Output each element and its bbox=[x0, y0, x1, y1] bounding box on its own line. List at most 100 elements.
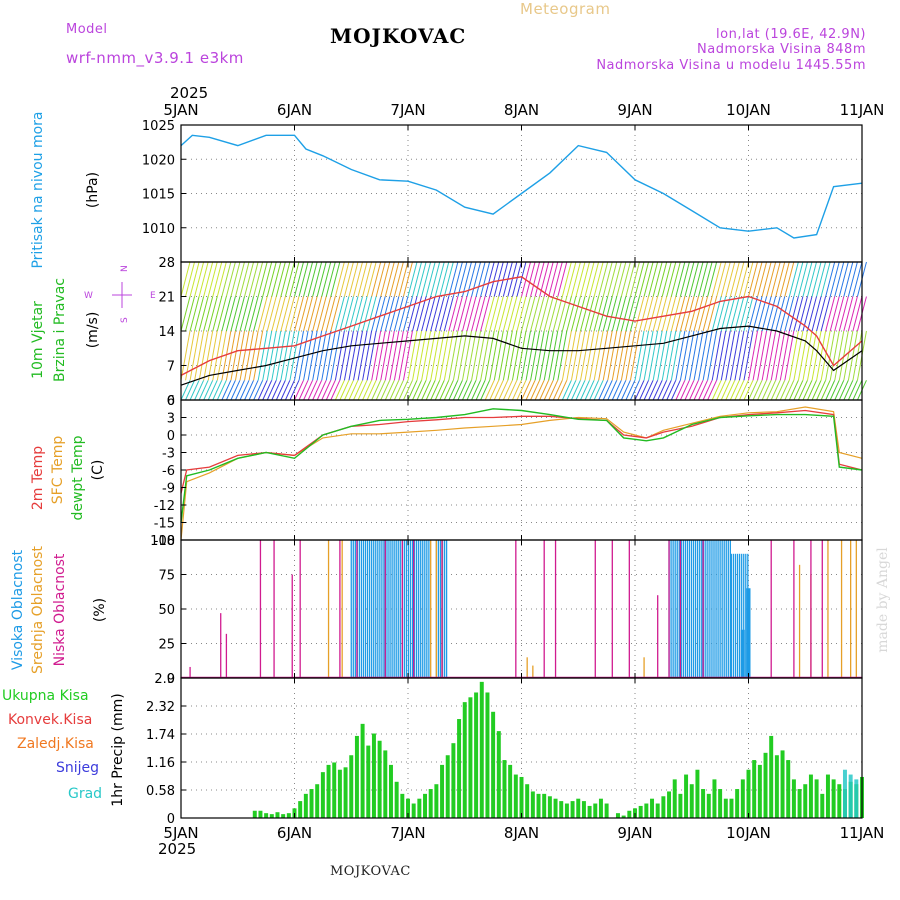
wind-barb bbox=[366, 261, 377, 297]
wind-barb bbox=[294, 261, 304, 297]
wind-barb bbox=[303, 330, 314, 381]
precip-total-bar bbox=[672, 779, 677, 818]
wind-barb bbox=[679, 296, 690, 332]
precip-graupel-label: Grad bbox=[68, 786, 102, 802]
precip-total-bar bbox=[513, 774, 518, 818]
wind-barb bbox=[466, 296, 477, 332]
precip-total-bar bbox=[774, 755, 779, 818]
wind-barb bbox=[720, 380, 731, 401]
precip-total-bar bbox=[536, 793, 541, 818]
wind-barb bbox=[779, 296, 790, 332]
wind-barb bbox=[266, 296, 277, 332]
wind-barb bbox=[661, 261, 672, 297]
wind-barb bbox=[788, 380, 799, 401]
wind-barb bbox=[648, 261, 659, 297]
footer-station: MOJKOVAC bbox=[330, 864, 411, 879]
wind-barb bbox=[543, 261, 554, 297]
wind-barb bbox=[280, 261, 291, 297]
wind-barb bbox=[248, 296, 259, 332]
temperature-plot bbox=[180, 406, 863, 541]
wind-barb bbox=[629, 261, 640, 297]
wind-barb bbox=[802, 330, 813, 381]
wind-barb bbox=[593, 261, 604, 297]
wind-barb bbox=[498, 330, 509, 381]
wind-barb bbox=[539, 330, 550, 381]
wind-barb bbox=[534, 296, 545, 332]
wind-barb bbox=[448, 261, 459, 297]
date-label-top: 9JAN bbox=[617, 101, 652, 119]
wind-barb bbox=[743, 296, 754, 332]
date-label-top: 11JAN bbox=[840, 101, 885, 119]
wind-barb bbox=[775, 330, 786, 381]
wind-barb bbox=[729, 296, 740, 332]
wind-barb bbox=[298, 296, 309, 332]
wind-barb bbox=[207, 330, 218, 381]
wind-barb bbox=[271, 261, 282, 297]
wind-barb bbox=[466, 330, 477, 381]
wind-barb bbox=[770, 296, 781, 332]
wind-barb bbox=[580, 380, 590, 401]
wind-barb bbox=[389, 330, 400, 381]
wind-barb bbox=[838, 380, 849, 401]
wind-barb bbox=[552, 261, 563, 297]
wind-barb bbox=[448, 296, 459, 332]
precip-total-bar bbox=[275, 812, 280, 818]
precip-total-bar bbox=[519, 776, 524, 818]
wind-barb bbox=[825, 380, 836, 401]
wind-barb bbox=[253, 261, 264, 297]
wind-barb bbox=[289, 296, 300, 332]
wind-barb bbox=[434, 261, 445, 297]
wind-barb bbox=[598, 296, 609, 332]
temperature-labels: 2m Temp SFC Temp dewpt Temp (C) bbox=[30, 435, 106, 520]
y-tick-label: 100 bbox=[150, 534, 175, 549]
wind-barb bbox=[207, 296, 218, 332]
precip-total-bar bbox=[831, 779, 836, 818]
wind-barb bbox=[757, 261, 768, 297]
wind-barb bbox=[198, 261, 209, 297]
wind-barb bbox=[734, 330, 745, 381]
wind-barb bbox=[321, 380, 332, 401]
wind-barb bbox=[575, 261, 586, 297]
wind-barb bbox=[257, 330, 268, 381]
wind-barb bbox=[589, 330, 600, 381]
wind-barb bbox=[257, 261, 268, 297]
wind-barb bbox=[552, 380, 563, 401]
date-label-bottom: 6JAN bbox=[277, 824, 312, 842]
precip-total-bar bbox=[757, 764, 762, 818]
wind-barb bbox=[620, 330, 631, 381]
date-label-bottom: 9JAN bbox=[617, 824, 652, 842]
wind-barb bbox=[738, 380, 749, 401]
wind-barb bbox=[198, 296, 209, 332]
wind-barb bbox=[452, 296, 463, 332]
precip-total-bar bbox=[530, 791, 535, 818]
wind-barb bbox=[384, 296, 395, 332]
wind-barb bbox=[371, 380, 382, 401]
precip-total-bar bbox=[332, 762, 337, 818]
precip-total-bar bbox=[581, 801, 586, 818]
cloud-labels: Visoka Oblacnost Srednja Oblacnost Niska… bbox=[10, 546, 108, 674]
wind-barb bbox=[670, 261, 681, 297]
wind-barb bbox=[834, 380, 845, 401]
precip-total-bar bbox=[661, 796, 666, 818]
wind-barb bbox=[284, 330, 295, 381]
precip-total-bar bbox=[440, 764, 445, 818]
wind-barb bbox=[834, 261, 845, 297]
precip-total-bar bbox=[769, 735, 774, 818]
wind-barb bbox=[693, 261, 704, 297]
precip-conv-label: Konvek.Kisa bbox=[8, 712, 92, 728]
wind-barb bbox=[829, 261, 840, 297]
precip-total-bar bbox=[474, 692, 479, 818]
compass-n: N bbox=[120, 265, 130, 272]
precip-total-bar bbox=[553, 798, 558, 818]
wind-barb bbox=[516, 330, 527, 381]
wind-barb bbox=[339, 296, 350, 332]
wind-barb bbox=[353, 380, 363, 401]
wind-barb bbox=[734, 296, 745, 332]
wind-barb bbox=[180, 296, 191, 332]
wind-barb bbox=[511, 380, 522, 401]
wind-barb bbox=[443, 296, 454, 332]
wind-barb bbox=[698, 330, 709, 381]
wind-barb bbox=[484, 330, 495, 381]
wind-barb bbox=[561, 296, 572, 332]
wind-barb bbox=[180, 380, 191, 401]
